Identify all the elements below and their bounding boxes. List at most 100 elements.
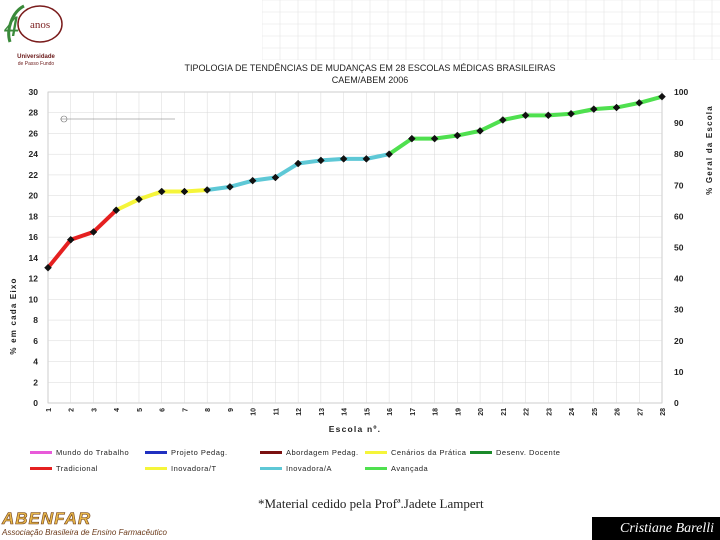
y-right-tick-label: 30 bbox=[674, 305, 684, 315]
x-tick-label: 23 bbox=[546, 408, 553, 416]
logo-name: Universidade bbox=[17, 54, 55, 60]
x-tick-label: 22 bbox=[524, 408, 531, 416]
legend-item: Avançada bbox=[365, 464, 428, 473]
y-left-axis-title: % em cada Eixo bbox=[9, 277, 18, 354]
data-point bbox=[498, 116, 507, 124]
reference-marker bbox=[60, 115, 68, 123]
data-point bbox=[89, 228, 98, 236]
data-point bbox=[430, 134, 439, 143]
chart-title-block: TIPOLOGIA DE TENDÊNCIAS DE MUDANÇAS EM 2… bbox=[160, 62, 580, 86]
data-point bbox=[248, 176, 257, 185]
y-right-tick-label: 10 bbox=[674, 367, 684, 377]
series-segment-tradicional bbox=[46, 208, 118, 269]
legend-item: Abordagem Pedag. bbox=[260, 448, 359, 457]
chart-subtitle: CAEM/ABEM 2006 bbox=[331, 75, 409, 85]
data-point bbox=[294, 159, 303, 168]
legend-item: Projeto Pedag. bbox=[145, 448, 228, 457]
legend-label: Mundo do Trabalho bbox=[56, 448, 130, 457]
legend-label: Projeto Pedag. bbox=[171, 448, 228, 457]
y-right-tick-label: 40 bbox=[674, 274, 684, 284]
data-point bbox=[407, 134, 416, 143]
x-tick-label: 3 bbox=[91, 408, 98, 412]
author-badge: Cristiane Barelli bbox=[592, 517, 720, 540]
logo-word: anos bbox=[30, 19, 50, 31]
y-left-tick-label: 20 bbox=[29, 191, 39, 201]
x-tick-label: 13 bbox=[319, 408, 326, 416]
y-right-tick-label: 70 bbox=[674, 180, 684, 190]
data-point bbox=[271, 173, 280, 182]
x-tick-label: 2 bbox=[69, 408, 76, 412]
x-tick-label: 18 bbox=[433, 408, 440, 416]
chart-legend: Mundo do Trabalho Projeto Pedag. Abordagem… bbox=[30, 448, 630, 478]
logo-sub: de Passo Fundo bbox=[17, 61, 55, 67]
legend-item: Inovadora/A bbox=[260, 464, 332, 473]
y-left-tick-label: 10 bbox=[29, 294, 39, 304]
data-point bbox=[567, 109, 575, 118]
y-left-tick-label: 16 bbox=[29, 232, 39, 242]
data-point bbox=[385, 150, 393, 159]
material-credit: *Material cedido pela Profª.Jadete Lampe… bbox=[258, 496, 484, 511]
x-tick-label: 25 bbox=[592, 408, 599, 416]
data-point bbox=[544, 111, 553, 120]
y-left-tick-label: 6 bbox=[33, 336, 38, 346]
y-left-tick-label: 2 bbox=[33, 377, 38, 387]
x-tick-label: 14 bbox=[342, 408, 349, 416]
y-right-tick-label: 100 bbox=[674, 87, 688, 97]
data-point bbox=[135, 195, 143, 204]
legend-label: Tradicional bbox=[56, 464, 98, 473]
plot-area bbox=[47, 91, 663, 404]
legend-item: Mundo do Trabalho bbox=[30, 448, 129, 457]
abenfar-full-name: Associação Brasileira de Ensino Farmacêu… bbox=[2, 528, 167, 537]
y-right-axis-title: % Geral da Escola bbox=[705, 105, 714, 195]
x-tick-label: 17 bbox=[410, 408, 417, 416]
y-left-tick-label: 4 bbox=[33, 357, 38, 367]
y-left-tick-label: 26 bbox=[29, 128, 39, 138]
x-tick-label: 9 bbox=[228, 408, 235, 412]
logo-number: 4 bbox=[4, 10, 19, 43]
data-point bbox=[362, 155, 371, 163]
data-point bbox=[317, 156, 325, 165]
legend-label: Abordagem Pedag. bbox=[286, 448, 359, 457]
data-point bbox=[521, 111, 530, 120]
x-axis-title: Escola nº. bbox=[329, 424, 381, 434]
data-point bbox=[612, 103, 621, 112]
data-point bbox=[658, 92, 666, 101]
legend-item: Desenv. Docente bbox=[470, 448, 560, 457]
y-right-tick-label: 50 bbox=[674, 243, 684, 253]
logo-caption: Universidade de Passo Fundo bbox=[14, 54, 58, 68]
chart-title: TIPOLOGIA DE TENDÊNCIAS DE MUDANÇAS EM 2… bbox=[184, 63, 556, 73]
data-point bbox=[112, 206, 121, 215]
legend-swatch bbox=[260, 467, 282, 470]
legend-item: Tradicional bbox=[30, 464, 98, 473]
data-point bbox=[66, 235, 75, 244]
legend-swatch bbox=[30, 467, 52, 470]
y-right-tick-label: 60 bbox=[674, 211, 684, 221]
legend-swatch bbox=[145, 467, 167, 470]
x-tick-label: 8 bbox=[205, 408, 212, 412]
data-point bbox=[635, 99, 644, 107]
y-right-tick-label: 90 bbox=[674, 118, 684, 128]
x-tick-label: 12 bbox=[296, 408, 303, 416]
x-tick-label: 26 bbox=[615, 408, 622, 416]
y-left-tick-label: 22 bbox=[29, 170, 39, 180]
data-point bbox=[44, 263, 52, 272]
x-tick-label: 1 bbox=[46, 408, 53, 412]
x-tick-label: 11 bbox=[273, 408, 280, 416]
y-right-tick-label: 0 bbox=[674, 398, 679, 408]
x-tick-label: 16 bbox=[387, 408, 394, 416]
y-left-tick-label: 24 bbox=[29, 149, 39, 159]
y-left-tick-label: 30 bbox=[29, 87, 39, 97]
legend-label: Avançada bbox=[391, 464, 429, 473]
y-right-tick-label: 20 bbox=[674, 336, 684, 346]
legend-swatch bbox=[30, 451, 52, 454]
legend-swatch bbox=[470, 451, 492, 454]
legend-swatch bbox=[365, 451, 387, 454]
data-point bbox=[453, 131, 462, 140]
x-tick-label: 4 bbox=[114, 408, 121, 412]
y-right-tick-label: 80 bbox=[674, 149, 684, 159]
x-tick-label: 24 bbox=[569, 408, 576, 416]
data-point bbox=[180, 187, 189, 196]
legend-item: Inovadora/T bbox=[145, 464, 217, 473]
y-left-tick-label: 28 bbox=[29, 108, 39, 118]
